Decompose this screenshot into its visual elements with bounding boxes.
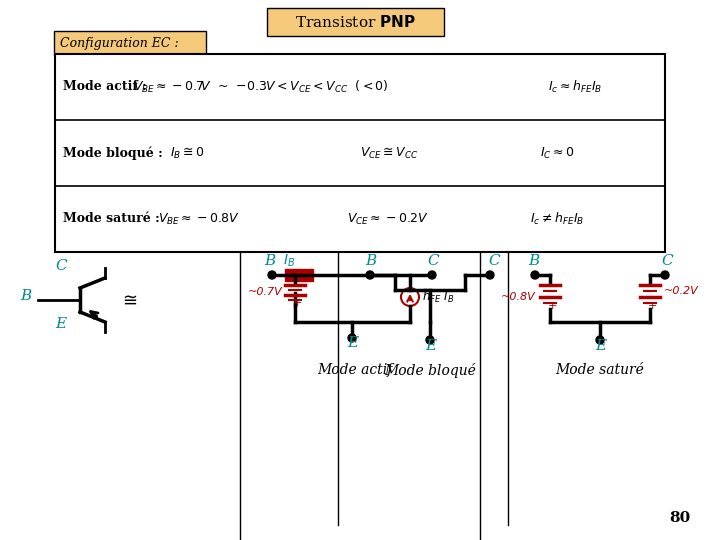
Bar xyxy=(55,54,665,252)
Text: B: B xyxy=(20,289,31,303)
Text: E: E xyxy=(425,339,436,353)
Text: $I_B \cong 0$: $I_B \cong 0$ xyxy=(170,145,204,160)
Text: +: + xyxy=(292,298,302,308)
Text: +: + xyxy=(647,301,657,311)
Text: ~0.2V: ~0.2V xyxy=(664,286,698,296)
Text: E: E xyxy=(347,336,358,350)
Text: B: B xyxy=(264,254,275,268)
Text: C: C xyxy=(488,254,500,268)
Text: $h_{FE}\ I_B$: $h_{FE}\ I_B$ xyxy=(422,289,454,305)
FancyBboxPatch shape xyxy=(267,8,444,36)
Text: Mode saturé: Mode saturé xyxy=(556,363,644,377)
Text: Mode actif: Mode actif xyxy=(318,363,392,377)
Bar xyxy=(285,269,313,281)
Text: Mode bloqué: Mode bloqué xyxy=(384,362,476,377)
Text: $V_{BE} \approx -0.8V$: $V_{BE} \approx -0.8V$ xyxy=(158,212,240,227)
Circle shape xyxy=(486,271,494,279)
Circle shape xyxy=(428,271,436,279)
Text: Mode saturé :: Mode saturé : xyxy=(63,213,164,226)
Text: ~0.7V: ~0.7V xyxy=(248,287,283,297)
Text: B: B xyxy=(528,254,539,268)
Text: ~0.8V: ~0.8V xyxy=(501,292,536,302)
Text: Mode bloqué :: Mode bloqué : xyxy=(63,146,167,160)
Text: $V_{BE} \approx -0.7V$  ~  $-0.3V < V_{CE} < V_{CC}$  $(<0)$: $V_{BE} \approx -0.7V$ ~ $-0.3V < V_{CE}… xyxy=(133,79,389,95)
Circle shape xyxy=(366,271,374,279)
Text: 80: 80 xyxy=(670,511,690,525)
Text: $V_{CE} \cong V_{CC}$: $V_{CE} \cong V_{CC}$ xyxy=(360,145,418,160)
Circle shape xyxy=(531,271,539,279)
Text: C: C xyxy=(427,254,438,268)
Circle shape xyxy=(596,336,604,344)
Text: E: E xyxy=(55,317,66,331)
Text: $I_c \approx h_{FE}I_B$: $I_c \approx h_{FE}I_B$ xyxy=(548,79,602,95)
Circle shape xyxy=(426,336,434,344)
Text: $I_c \neq h_{FE}I_B$: $I_c \neq h_{FE}I_B$ xyxy=(530,211,584,227)
Circle shape xyxy=(661,271,669,279)
Text: $\cong$: $\cong$ xyxy=(119,291,138,309)
Text: C: C xyxy=(661,254,672,268)
Text: $I_C \approx 0$: $I_C \approx 0$ xyxy=(540,145,575,160)
Text: +: + xyxy=(547,301,557,311)
Circle shape xyxy=(348,334,356,342)
Text: $V_{CE} \approx -0.2V$: $V_{CE} \approx -0.2V$ xyxy=(347,212,429,227)
Text: Mode actif :: Mode actif : xyxy=(63,80,151,93)
Text: Transistor $\mathbf{PNP}$: Transistor $\mathbf{PNP}$ xyxy=(294,14,415,30)
Text: E: E xyxy=(595,339,606,353)
FancyBboxPatch shape xyxy=(54,31,206,55)
Text: Configuration EC :: Configuration EC : xyxy=(60,37,179,50)
Text: C: C xyxy=(55,259,67,273)
Circle shape xyxy=(268,271,276,279)
Text: B: B xyxy=(365,254,377,268)
Text: $I_B$: $I_B$ xyxy=(283,253,295,269)
